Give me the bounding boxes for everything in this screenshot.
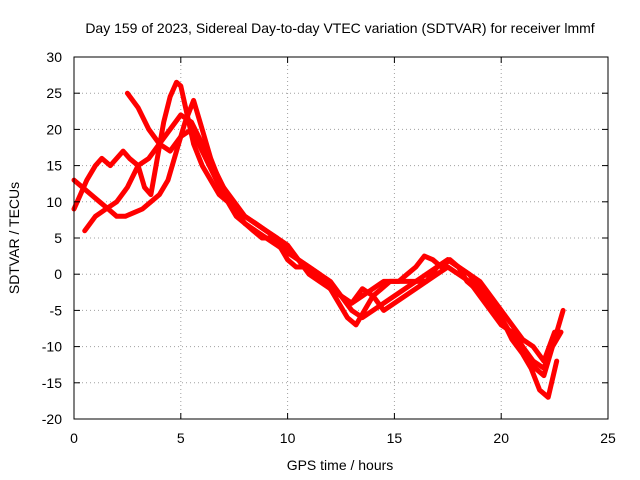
series-track-2: [71, 97, 560, 400]
y-tick-label: 5: [54, 230, 62, 246]
y-tick-label: -5: [50, 302, 63, 318]
y-tick-label: -20: [42, 411, 62, 427]
x-axis-label: GPS time / hours: [287, 457, 394, 473]
series-group: [71, 79, 566, 400]
y-axis-label: SDTVAR / TECUs: [6, 182, 22, 294]
y-tick-label: 10: [46, 194, 62, 210]
y-tick-label: -10: [42, 339, 62, 355]
x-tick-label: 10: [280, 430, 296, 446]
y-tick-label: 20: [46, 121, 62, 137]
x-tick-label: 15: [387, 430, 403, 446]
chart-title: Day 159 of 2023, Sidereal Day-to-day VTE…: [85, 20, 594, 36]
series-track-4: [124, 90, 558, 364]
y-tick-label: 15: [46, 158, 62, 174]
axis-ticks: [73, 56, 609, 420]
y-tick-label: 30: [46, 49, 62, 65]
x-tick-label: 25: [600, 430, 616, 446]
y-tick-label: 25: [46, 85, 62, 101]
y-tick-label: 0: [54, 266, 62, 282]
x-tick-labels: 0 5 10 15 20 25: [70, 430, 616, 446]
grid: [74, 57, 608, 419]
y-tick-labels: -20 -15 -10 -5 0 5 10 15 20 25 30: [42, 49, 62, 427]
series-track-3: [82, 112, 566, 371]
x-tick-label: 20: [493, 430, 509, 446]
x-tick-label: 5: [177, 430, 185, 446]
y-tick-label: -15: [42, 375, 62, 391]
x-tick-label: 0: [70, 430, 78, 446]
